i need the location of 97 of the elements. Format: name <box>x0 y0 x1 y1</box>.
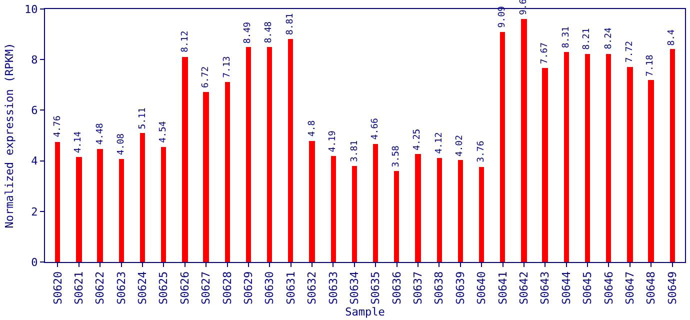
bar <box>500 32 505 262</box>
x-tick-label: S0622 <box>94 271 107 305</box>
data-label: 3.81 <box>350 140 360 162</box>
x-tick-label: S0627 <box>200 271 213 305</box>
data-label: 4.25 <box>412 128 422 150</box>
data-label: 4.54 <box>158 121 169 143</box>
data-label: 8.49 <box>243 22 254 44</box>
x-tick-label: S0633 <box>326 271 340 305</box>
data-label: 7.13 <box>222 56 233 78</box>
bar <box>415 154 421 262</box>
y-tick-label: 0 <box>31 256 38 269</box>
x-tick-label: S0626 <box>178 271 192 305</box>
data-label: 4.08 <box>116 133 127 156</box>
data-label: 3.76 <box>476 140 487 162</box>
data-label: 4.12 <box>434 132 444 154</box>
x-tick-label: S0620 <box>51 271 64 305</box>
x-tick-label: S0624 <box>136 271 150 305</box>
bar <box>288 39 293 262</box>
x-tick-label: S0632 <box>306 271 319 305</box>
y-tick-label: 10 <box>24 2 38 16</box>
bar <box>246 47 251 262</box>
bar <box>627 67 633 262</box>
bar <box>648 80 654 262</box>
bar <box>267 47 272 262</box>
bar <box>394 171 399 262</box>
bar <box>521 19 527 262</box>
x-tick-label: S0638 <box>432 271 446 305</box>
y-axis-title: Normalized expression (RPKM) <box>3 42 16 228</box>
x-tick-label: S0642 <box>518 271 531 305</box>
data-label: 4.14 <box>74 131 84 154</box>
bar <box>97 149 103 262</box>
bar <box>670 49 675 262</box>
bar <box>458 160 463 262</box>
bar <box>182 57 188 262</box>
bar <box>76 157 82 262</box>
x-tick-label: S0646 <box>602 271 616 305</box>
x-tick-label: S0641 <box>496 271 510 305</box>
x-tick-label: S0621 <box>72 271 86 305</box>
bar <box>437 158 442 262</box>
x-tick-label: S0649 <box>666 271 679 305</box>
x-tick-label: S0630 <box>263 271 276 305</box>
data-label: 4.02 <box>455 134 466 157</box>
bar <box>119 159 124 262</box>
data-label: 7.67 <box>540 42 550 64</box>
bar <box>309 141 315 262</box>
bar <box>479 167 484 262</box>
bar <box>373 144 378 262</box>
data-label: 9.09 <box>498 6 508 28</box>
data-label: 3.58 <box>391 146 402 168</box>
bar <box>564 52 569 262</box>
x-tick-label: S0645 <box>581 271 594 305</box>
bar <box>352 166 357 262</box>
x-axis-title: Sample <box>345 306 385 319</box>
bar <box>161 147 166 262</box>
x-tick-label: S0637 <box>412 271 425 305</box>
x-tick-label: S0647 <box>623 271 636 305</box>
x-tick-label: S0643 <box>538 271 552 305</box>
data-label: 4.48 <box>95 123 106 145</box>
y-tick-label: 2 <box>31 205 38 218</box>
x-tick-label: S0639 <box>454 271 467 305</box>
x-tick-label: S0644 <box>560 271 573 305</box>
x-tick-label: S0629 <box>242 271 256 305</box>
data-label: 5.11 <box>138 108 148 130</box>
bar <box>331 156 336 262</box>
data-label: 8.24 <box>604 28 614 50</box>
data-label: 8.31 <box>562 26 572 48</box>
data-label: 6.72 <box>201 66 212 88</box>
data-label: 7.18 <box>646 54 656 76</box>
data-label: 8.4 <box>666 29 677 46</box>
data-label: 8.48 <box>264 21 274 44</box>
data-label: 4.76 <box>53 116 64 138</box>
bar <box>585 54 590 262</box>
data-label: 7.72 <box>625 40 636 63</box>
data-label: 4.66 <box>370 118 380 140</box>
x-tick-label: S0628 <box>220 271 234 305</box>
bar <box>225 82 230 262</box>
y-tick-label: 8 <box>31 53 38 66</box>
bar <box>606 54 611 262</box>
data-label: 4.19 <box>328 130 338 152</box>
x-tick-label: S0623 <box>114 271 128 305</box>
x-tick-label: S0635 <box>369 271 382 305</box>
bar <box>55 142 60 262</box>
data-label: 8.21 <box>582 28 592 50</box>
bar <box>203 92 209 262</box>
x-tick-label: S0634 <box>348 271 361 305</box>
bar <box>542 68 548 262</box>
x-tick-label: S0640 <box>475 271 488 305</box>
data-label: 8.81 <box>286 13 296 35</box>
y-tick-label: 6 <box>31 104 38 118</box>
x-tick-label: S0631 <box>284 271 298 305</box>
x-tick-label: S0625 <box>157 271 170 305</box>
x-tick-label: S0648 <box>644 271 658 305</box>
y-tick-label: 4 <box>31 154 38 168</box>
data-label: 8.12 <box>180 30 190 52</box>
bar <box>140 133 145 262</box>
data-label: 4.8 <box>307 120 318 137</box>
x-tick-label: S0636 <box>390 271 404 305</box>
